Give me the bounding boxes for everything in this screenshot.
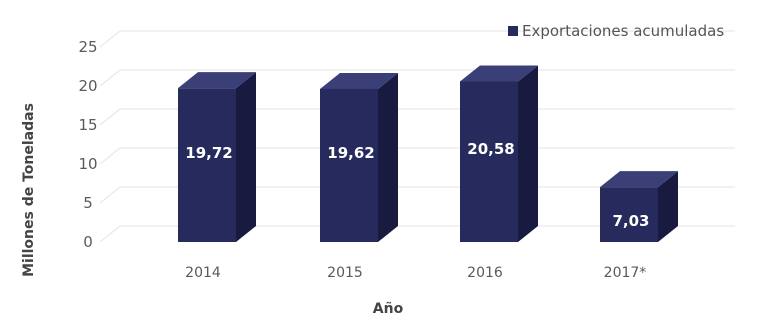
y-axis-ticks: 0 5 10 15 20 25 — [78, 38, 97, 251]
data-label: 19,72 — [185, 144, 232, 162]
bar-2017*: 7,03 — [600, 171, 678, 242]
x-tick-label: 2016 — [467, 265, 503, 281]
bar-front-face — [178, 88, 236, 243]
data-label: 20,58 — [467, 140, 514, 158]
bars: 19,72 19,62 20,58 7,03 — [178, 65, 678, 243]
y-axis-title: Millones de Toneladas — [21, 103, 37, 277]
gridline-depth-10 — [99, 147, 121, 165]
data-label: 7,03 — [612, 212, 649, 230]
bar-top-face — [178, 72, 256, 89]
x-axis-ticks: 2014 2015 2016 2017* — [185, 265, 646, 281]
y-tick-label: 10 — [78, 155, 97, 173]
y-tick-label: 5 — [83, 194, 93, 212]
bar-2015: 19,62 — [320, 72, 398, 243]
bar-side-face — [236, 72, 256, 243]
y-tick-label: 15 — [78, 116, 97, 134]
bar-front-face — [460, 81, 518, 242]
legend: Exportaciones acumuladas — [508, 22, 724, 40]
y-tick-label: 20 — [78, 77, 97, 95]
bar-front-face — [320, 88, 378, 243]
bar-top-face — [460, 65, 538, 82]
y-tick-label: 0 — [83, 233, 93, 251]
gridline-depth-20 — [99, 69, 121, 87]
gridline-depth-15 — [99, 108, 121, 126]
bar-front-face — [600, 187, 658, 242]
gridline-depth-5 — [99, 186, 121, 204]
data-label: 19,62 — [327, 144, 374, 162]
legend-swatch — [508, 26, 518, 36]
x-tick-label: 2015 — [327, 265, 363, 281]
bar-top-face — [600, 171, 678, 188]
legend-label: Exportaciones acumuladas — [522, 22, 724, 40]
gridline-depth-25 — [99, 30, 121, 48]
bar-side-face — [378, 72, 398, 243]
y-tick-label: 25 — [78, 38, 97, 56]
x-tick-label: 2017* — [604, 265, 647, 281]
bar-side-face — [518, 65, 538, 242]
bar-2014: 19,72 — [178, 72, 256, 243]
bar-2016: 20,58 — [460, 65, 538, 242]
gridline-depth-0 — [99, 225, 121, 243]
bar-top-face — [320, 72, 398, 89]
bar-side-face — [658, 171, 678, 242]
x-tick-label: 2014 — [185, 265, 221, 281]
x-axis-title: Año — [373, 301, 404, 317]
